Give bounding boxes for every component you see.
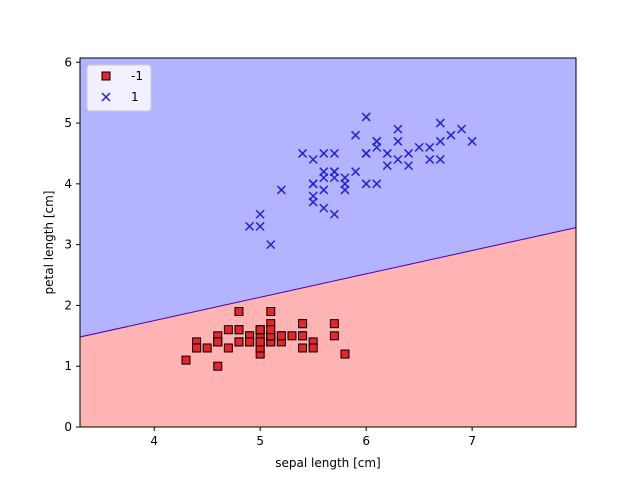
legend: -1 1 (86, 64, 152, 112)
data-point-square (213, 337, 223, 347)
data-point-x (245, 221, 255, 231)
data-points (181, 112, 477, 371)
y-tick-label: 1 (64, 359, 72, 373)
y-tick-label: 3 (64, 238, 72, 252)
data-point-x (308, 179, 318, 189)
x-axis-label: sepal length [cm] (275, 456, 380, 470)
data-point-x (319, 203, 329, 213)
data-point-x (414, 142, 424, 152)
data-point-square (234, 325, 244, 335)
data-point-x (382, 148, 392, 158)
data-point-square (223, 343, 233, 353)
data-point-x (425, 142, 435, 152)
data-point-x (382, 161, 392, 171)
data-point-square (223, 325, 233, 335)
y-tick-label: 2 (64, 298, 72, 312)
data-point-square (202, 343, 212, 353)
x-axis-ticks: 4 5 6 7 (150, 427, 476, 448)
plot-area (79, 58, 577, 427)
x-tick-label: 6 (362, 434, 370, 448)
data-point-square (298, 319, 308, 329)
data-point-x (329, 209, 339, 219)
axes-frame (79, 57, 577, 428)
x-tick-label: 5 (256, 434, 264, 448)
data-point-x (361, 112, 371, 122)
data-point-x (266, 240, 276, 250)
data-point-x (298, 148, 308, 158)
legend-entry: -1 (101, 69, 143, 83)
data-point-square (213, 361, 223, 371)
data-point-square (276, 331, 286, 341)
legend-entry: 1 (101, 90, 139, 104)
data-point-x (393, 124, 403, 134)
decision-region-class-neg1 (80, 227, 576, 427)
legend-entries: -1 1 (101, 69, 143, 104)
legend-square-marker (101, 71, 111, 81)
y-axis-ticks: 0 1 2 3 4 5 6 (64, 55, 80, 434)
data-point-x (351, 130, 361, 140)
data-point-x (446, 130, 456, 140)
data-point-square (234, 306, 244, 316)
y-axis-label: petal length [cm] (42, 191, 56, 295)
decision-region-class-1 (80, 58, 576, 338)
data-point-x (393, 154, 403, 165)
data-point-x (329, 148, 339, 158)
data-point-square (298, 331, 308, 341)
data-point-x (425, 154, 435, 165)
data-point-x (457, 124, 467, 134)
data-point-x (276, 185, 286, 195)
data-point-x (319, 185, 329, 195)
decision-boundary (79, 227, 577, 338)
data-point-x (308, 154, 318, 165)
data-point-square (234, 337, 244, 347)
data-point-square (329, 319, 339, 329)
data-point-square (181, 355, 191, 365)
data-point-x (372, 142, 382, 152)
x-tick-label: 4 (150, 434, 158, 448)
legend-label: -1 (131, 69, 143, 83)
data-point-x (351, 167, 361, 177)
data-point-x (329, 173, 339, 183)
data-point-square (308, 343, 318, 353)
data-point-x (404, 148, 414, 158)
data-point-square (266, 325, 276, 335)
data-point-x (255, 221, 265, 231)
data-point-x (393, 136, 403, 146)
data-point-x (435, 154, 445, 165)
data-point-x (361, 148, 371, 158)
data-point-x (319, 167, 329, 177)
data-point-square (287, 331, 297, 341)
data-point-x (404, 161, 414, 171)
y-tick-label: 5 (64, 116, 72, 130)
data-point-square (329, 331, 339, 341)
y-tick-label: 6 (64, 55, 72, 69)
data-point-x (255, 209, 265, 219)
legend-x-marker (101, 92, 111, 102)
y-tick-label: 0 (64, 420, 72, 434)
data-point-square (298, 343, 308, 353)
data-point-square (192, 343, 202, 353)
data-point-x (435, 136, 445, 146)
data-point-x (361, 179, 371, 189)
x-tick-label: 7 (468, 434, 476, 448)
legend-label: 1 (131, 90, 139, 104)
data-point-square (266, 306, 276, 316)
data-point-square (255, 337, 265, 347)
data-point-x (467, 136, 477, 146)
data-point-square (255, 325, 265, 335)
data-point-x (319, 148, 329, 158)
data-point-x (435, 118, 445, 128)
data-point-square (245, 337, 255, 347)
data-point-x (372, 179, 382, 189)
y-tick-label: 4 (64, 177, 72, 191)
data-point-x (340, 179, 350, 189)
data-point-square (340, 349, 350, 359)
data-point-x (308, 197, 318, 207)
